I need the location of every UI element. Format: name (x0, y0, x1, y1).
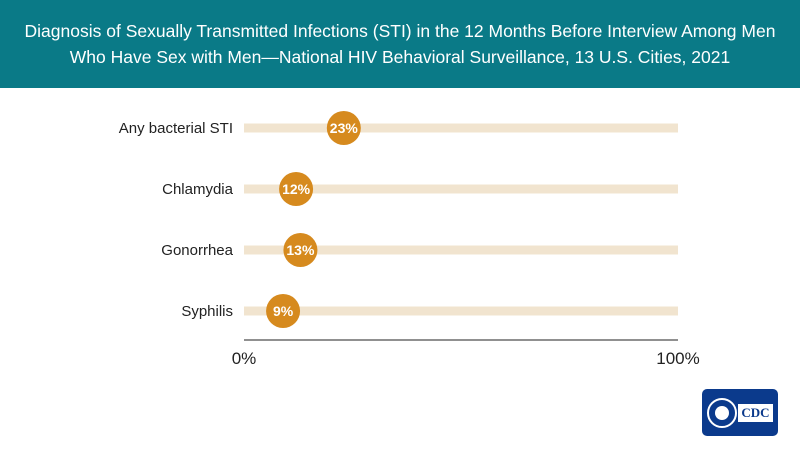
cdc-logo: CDC (702, 389, 778, 436)
category-label-syphilis: Syphilis (181, 303, 233, 320)
chart-rows: Any bacterial STI 23% Chlamydia 12% Gonorrhe… (119, 111, 678, 328)
data-dot-chlamydia (279, 172, 314, 206)
data-label-any-bacterial-sti: 23% (330, 120, 359, 136)
dot-chart: Any bacterial STI 23% Chlamydia 12% Gonorrhe… (119, 111, 700, 368)
category-label-gonorrhea: Gonorrhea (161, 242, 233, 259)
data-label-syphilis: 9% (273, 303, 294, 319)
data-label-gonorrhea: 13% (286, 242, 315, 258)
data-dot-syphilis (266, 294, 301, 328)
hhs-seal-icon (707, 397, 738, 428)
chart-title-line-2: Who Have Sex with Men—National HIV Behav… (69, 47, 731, 67)
category-label-any-bacterial-sti: Any bacterial STI (119, 120, 233, 137)
data-dot-gonorrhea (283, 233, 318, 267)
x-tick-label-0: 0% (232, 349, 257, 368)
chart-header: Diagnosis of Sexually Transmitted Infect… (0, 0, 800, 88)
x-tick-label-1: 100% (656, 349, 699, 368)
chart-title-line-1: Diagnosis of Sexually Transmitted Infect… (24, 21, 776, 41)
data-dot-any-bacterial-sti (326, 111, 361, 145)
x-axis: 0% 100% (232, 339, 700, 368)
chart-title: Diagnosis of Sexually Transmitted Infect… (25, 18, 776, 70)
category-label-chlamydia: Chlamydia (162, 181, 234, 198)
data-label-chlamydia: 12% (282, 181, 311, 197)
cdc-logo-text: CDC (738, 403, 773, 422)
